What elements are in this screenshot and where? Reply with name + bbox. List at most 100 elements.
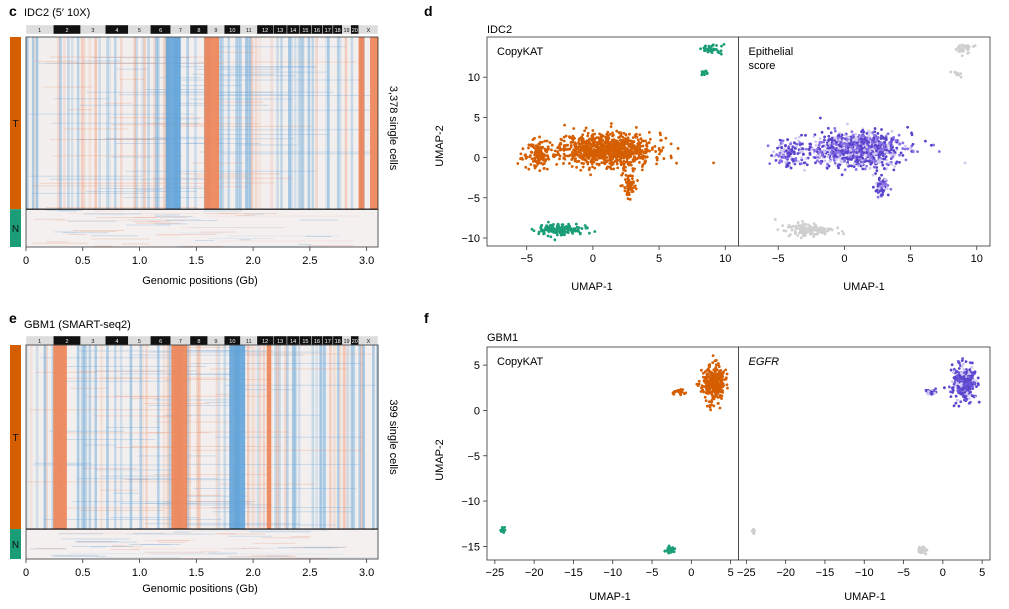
umap-point [676, 147, 680, 150]
normal-row-noise [235, 215, 256, 216]
heatmap-row-noise [231, 389, 295, 391]
normal-row-noise [133, 221, 161, 222]
heatmap-row-noise [85, 396, 172, 398]
umap-point [869, 131, 872, 134]
umap-point [625, 157, 629, 161]
normal-row-noise [93, 245, 113, 247]
umap-point [814, 140, 818, 144]
umap-point [623, 189, 627, 193]
chromosome-label: 15 [302, 339, 308, 345]
umap-point [569, 145, 573, 149]
umap-point [965, 391, 969, 395]
normal-row-noise [72, 546, 133, 547]
normal-row-noise [277, 547, 345, 548]
umap-point [613, 149, 617, 152]
normal-row-noise [72, 230, 124, 231]
umap-point [530, 157, 534, 161]
umap-point [556, 150, 559, 154]
umap-point [638, 133, 642, 137]
umap-point [872, 136, 876, 140]
normal-row-noise [194, 240, 215, 242]
umap-point [708, 363, 712, 366]
heatmap-column-tumor [346, 345, 350, 530]
umap-point [596, 154, 600, 158]
umap-point [959, 382, 963, 386]
umap-point [867, 153, 871, 156]
y-tick-label: 5 [474, 112, 480, 124]
heatmap-column-tumor [245, 37, 248, 210]
umap-point [865, 132, 869, 135]
umap-point [590, 137, 594, 140]
umap-point [843, 159, 847, 163]
umap-point [529, 163, 533, 166]
heatmap-row-noise [153, 399, 233, 401]
umap-point [868, 166, 872, 170]
umap-point [955, 374, 959, 378]
umap-point [876, 191, 880, 194]
x-tick-label: 0 [841, 253, 847, 265]
normal-row-noise [251, 555, 294, 557]
normal-row-noise [121, 243, 150, 245]
heatmap-column-tumor [80, 37, 84, 210]
umap-point [773, 154, 777, 158]
umap-point [503, 526, 507, 529]
umap-point [561, 230, 565, 234]
umap-point [904, 144, 907, 148]
heatmap-column-tumor [250, 345, 254, 530]
umap-point [836, 226, 840, 230]
umap-point [642, 150, 646, 154]
umap-point [786, 138, 790, 141]
umap-point [886, 132, 890, 136]
umap-point [885, 167, 888, 170]
umap-point [673, 547, 677, 551]
heatmap-row-noise [55, 439, 156, 440]
heatmap-row-noise [115, 447, 183, 449]
umap-point [752, 532, 756, 535]
umap-point [528, 155, 532, 159]
chromosome-label: 9 [214, 28, 217, 34]
heatmap-row-noise [168, 374, 244, 375]
umap-point [842, 146, 846, 150]
y-tick-label: −5 [467, 193, 480, 205]
umap-point [556, 222, 560, 226]
normal-region [26, 209, 378, 247]
umap-point [833, 126, 837, 130]
umap-point [568, 154, 572, 158]
umap-point [961, 362, 965, 366]
umap-point [585, 226, 589, 229]
umap-point [703, 395, 707, 399]
heatmap-column-tumor [57, 37, 60, 210]
umap-point [955, 47, 958, 51]
umap-point [587, 152, 590, 156]
umap-point [959, 384, 963, 388]
umap-point [620, 184, 624, 187]
x-tick-label: 1.5 [189, 255, 204, 267]
normal-row-noise [241, 547, 261, 549]
heatmap-column-tumor [31, 37, 35, 210]
umap-point [580, 227, 584, 230]
normal-row-noise [239, 239, 251, 241]
heatmap-column-tumor [235, 37, 238, 210]
heatmap-row-noise [211, 101, 263, 103]
heatmap-row-noise [193, 488, 357, 489]
umap-point [823, 230, 827, 234]
heatmap-row-noise [189, 98, 294, 100]
heatmap-row-noise [66, 432, 167, 434]
umap-plot-area: CopyKAT −5 0 5 10 −10 −5 0 5 10 Epithelial score −5 0… [461, 36, 991, 265]
heatmap-column-tumor [227, 37, 230, 210]
heatmap-column-tumor [301, 37, 305, 210]
chromosome-label: 9 [214, 339, 217, 345]
umap-point [824, 145, 828, 149]
x-tick-label: 2.5 [302, 255, 317, 267]
umap-point [842, 142, 846, 145]
heatmap-column-tumor [338, 345, 342, 530]
heatmap-column-tumor [319, 345, 322, 530]
umap-point [958, 48, 962, 52]
umap-point [560, 138, 564, 142]
umap-point [878, 148, 882, 152]
heatmap-row-noise [214, 66, 317, 68]
heatmap-column-tumor [84, 345, 88, 530]
umap-point [707, 385, 710, 389]
umap-point [721, 378, 725, 381]
chromosome-label: 7 [179, 28, 182, 34]
